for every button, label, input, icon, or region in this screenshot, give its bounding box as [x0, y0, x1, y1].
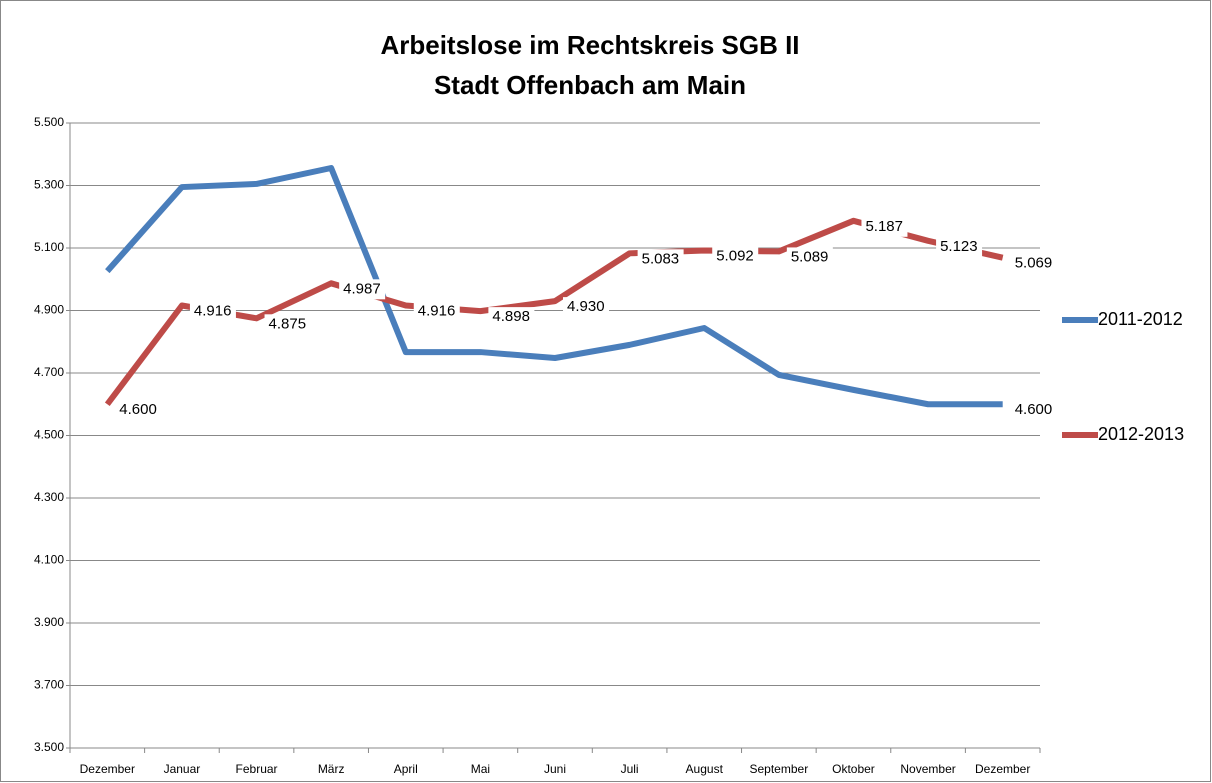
y-tick-label: 4.500	[34, 428, 64, 442]
legend-label: 2011-2012	[1098, 309, 1183, 329]
data-label: 5.089	[791, 248, 829, 265]
data-label-bg	[637, 249, 684, 270]
data-label-bg	[488, 307, 535, 328]
chart-title: Arbeitslose im Rechtskreis SGB II	[380, 30, 799, 60]
x-tick-label: Januar	[164, 762, 201, 776]
data-label-bg	[936, 236, 983, 257]
data-label: 5.083	[642, 250, 680, 267]
y-tick-label: 4.700	[34, 365, 64, 379]
legend-label: 2012-2013	[1098, 424, 1184, 444]
y-tick-label: 4.900	[34, 303, 64, 317]
data-label: 5.069	[1015, 255, 1053, 272]
y-tick-label: 3.900	[34, 615, 64, 629]
data-label-bg	[712, 246, 759, 267]
x-tick-label: Dezember	[80, 762, 135, 776]
data-label: 5.187	[865, 218, 903, 235]
data-label: 4.916	[418, 302, 456, 319]
data-label-bg	[861, 216, 908, 237]
data-label: 4.600	[119, 401, 157, 418]
x-tick-label: Mai	[471, 762, 490, 776]
x-tick-label: Juli	[621, 762, 639, 776]
y-tick-label: 5.100	[34, 240, 64, 254]
chart-title: Stadt Offenbach am Main	[434, 70, 746, 100]
data-label-bg	[264, 314, 311, 335]
data-label-bg	[1010, 253, 1057, 274]
data-label-bg	[1010, 400, 1057, 421]
data-label: 4.987	[343, 280, 381, 297]
data-label-bg	[786, 247, 833, 268]
data-label-bg	[339, 279, 386, 300]
y-tick-label: 5.500	[34, 115, 64, 129]
x-tick-label: Februar	[236, 762, 278, 776]
data-label-bg	[115, 400, 162, 421]
x-tick-label: März	[318, 762, 345, 776]
x-tick-label: April	[394, 762, 418, 776]
x-tick-label: Dezember	[975, 762, 1030, 776]
y-tick-label: 3.500	[34, 740, 64, 754]
y-tick-label: 4.300	[34, 490, 64, 504]
data-label-bg	[189, 301, 236, 322]
series-line	[104, 217, 1004, 407]
x-tick-label: August	[686, 762, 724, 776]
y-tick-label: 5.300	[34, 178, 64, 192]
data-label: 4.916	[194, 302, 232, 319]
data-label: 4.930	[567, 298, 605, 315]
data-label: 5.123	[940, 238, 978, 255]
x-tick-label: Oktober	[832, 762, 875, 776]
data-label-bg	[563, 297, 609, 318]
x-tick-label: September	[749, 762, 808, 776]
data-label: 5.092	[716, 247, 754, 264]
y-tick-label: 4.100	[34, 553, 64, 567]
data-label-bg	[413, 301, 460, 322]
data-label: 4.600	[1015, 401, 1053, 418]
data-label: 4.875	[269, 315, 307, 332]
y-tick-label: 3.700	[34, 678, 64, 692]
data-label: 4.898	[492, 308, 530, 325]
series-line	[105, 165, 1003, 408]
x-tick-label: Juni	[544, 762, 566, 776]
x-tick-label: November	[900, 762, 955, 776]
